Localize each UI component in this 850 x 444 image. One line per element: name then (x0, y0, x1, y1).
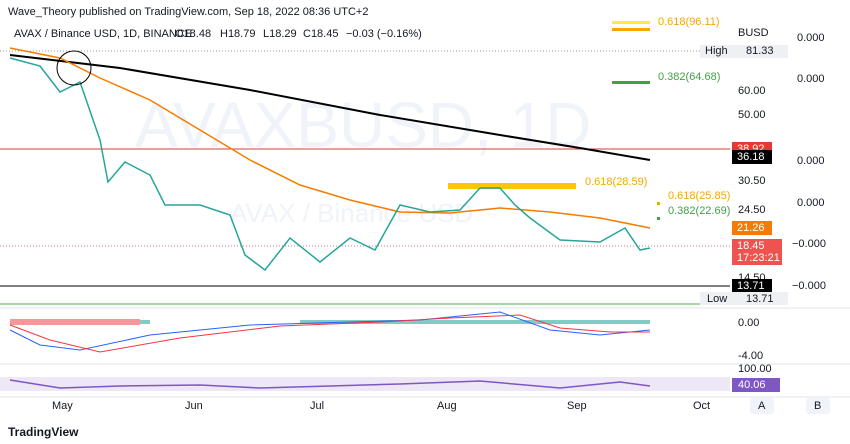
ohlc-low: L18.29 (263, 28, 297, 40)
symbol: AVAX / Binance USD, 1D, BINANCE (14, 28, 192, 40)
badge-value: 18.45 (737, 240, 765, 252)
rsi-badge (732, 378, 780, 392)
badge-value: 36.18 (737, 151, 765, 163)
fib-label: 0.382(22.69) (668, 205, 730, 217)
badge-value: 21.26 (737, 222, 765, 234)
macd-tick: -4.00 (738, 350, 763, 362)
ohlc-open: O18.48 (175, 28, 211, 40)
side-tick: −0.000 (792, 238, 826, 250)
x-tick: Sep (567, 400, 587, 412)
fib-mark (657, 202, 660, 205)
low-badge (740, 292, 788, 305)
side-tick: −0.000 (792, 280, 826, 292)
ohlc-high: H18.79 (220, 28, 255, 40)
high-label: High (705, 45, 728, 57)
button[interactable] (806, 398, 830, 414)
fib-label: 0.618(28.59) (585, 176, 647, 188)
fib-mark (657, 217, 660, 220)
side-tick: 0.000 (797, 32, 825, 44)
rsi-line (9, 379, 651, 389)
countdown: 17:23:21 (737, 252, 780, 264)
fib-bar (612, 81, 650, 84)
side-tick: 0.000 (797, 73, 825, 85)
x-tick: Aug (437, 400, 457, 412)
price-tick: 60.00 (738, 85, 766, 97)
badge-value: 13.71 (737, 280, 765, 292)
ma-50 (9, 47, 651, 229)
x-tick: Jul (310, 400, 324, 412)
low-tag (700, 292, 740, 305)
macd-tick: 0.00 (738, 317, 759, 329)
fib-bar (612, 28, 650, 31)
badge (732, 279, 772, 293)
price (9, 57, 651, 272)
button[interactable] (750, 398, 774, 414)
highlight-circle (56, 50, 92, 86)
currency: BUSD (738, 27, 769, 39)
watermark: AVAXBUSD, 1D (135, 89, 591, 161)
button-label[interactable]: B (814, 400, 821, 412)
badge (732, 150, 772, 164)
x-tick: Oct (693, 400, 710, 412)
low-value: 13.71 (746, 293, 774, 305)
high-tag (700, 45, 740, 58)
fib-label: 0.618(96.11) (658, 16, 720, 28)
badge (732, 221, 772, 235)
fib-label: 0.382(64.68) (658, 71, 720, 83)
side-tick: 0.000 (797, 155, 825, 167)
low-label: Low (707, 293, 727, 305)
ma-200 (9, 54, 651, 161)
fib-bar (612, 21, 650, 24)
signal-line (9, 314, 650, 353)
price-tick: 50.00 (738, 109, 766, 121)
high-badge (740, 45, 788, 58)
price-tick: 24.50 (738, 204, 766, 216)
fib-zone (448, 183, 576, 189)
publisher: Wave_Theory published on TradingView.com… (8, 6, 368, 18)
rsi-band (0, 377, 730, 391)
price-tick: 30.50 (738, 175, 766, 187)
rsi-tick: 100.00 (738, 363, 772, 375)
x-tick: May (52, 400, 73, 412)
fib-label: 0.618(25.85) (668, 190, 730, 202)
button-label[interactable]: A (758, 400, 766, 412)
ohlc-close: C18.45 (303, 28, 338, 40)
price-badge (732, 239, 782, 265)
high-value: 81.33 (746, 45, 774, 57)
footer-brand: TradingView (8, 425, 79, 439)
x-tick: Jun (185, 400, 203, 412)
side-tick: 0.000 (797, 197, 825, 209)
rsi-value: 40.06 (738, 379, 766, 391)
ohlc-change: −0.03 (−0.16%) (346, 28, 422, 40)
macd-line (9, 311, 651, 351)
